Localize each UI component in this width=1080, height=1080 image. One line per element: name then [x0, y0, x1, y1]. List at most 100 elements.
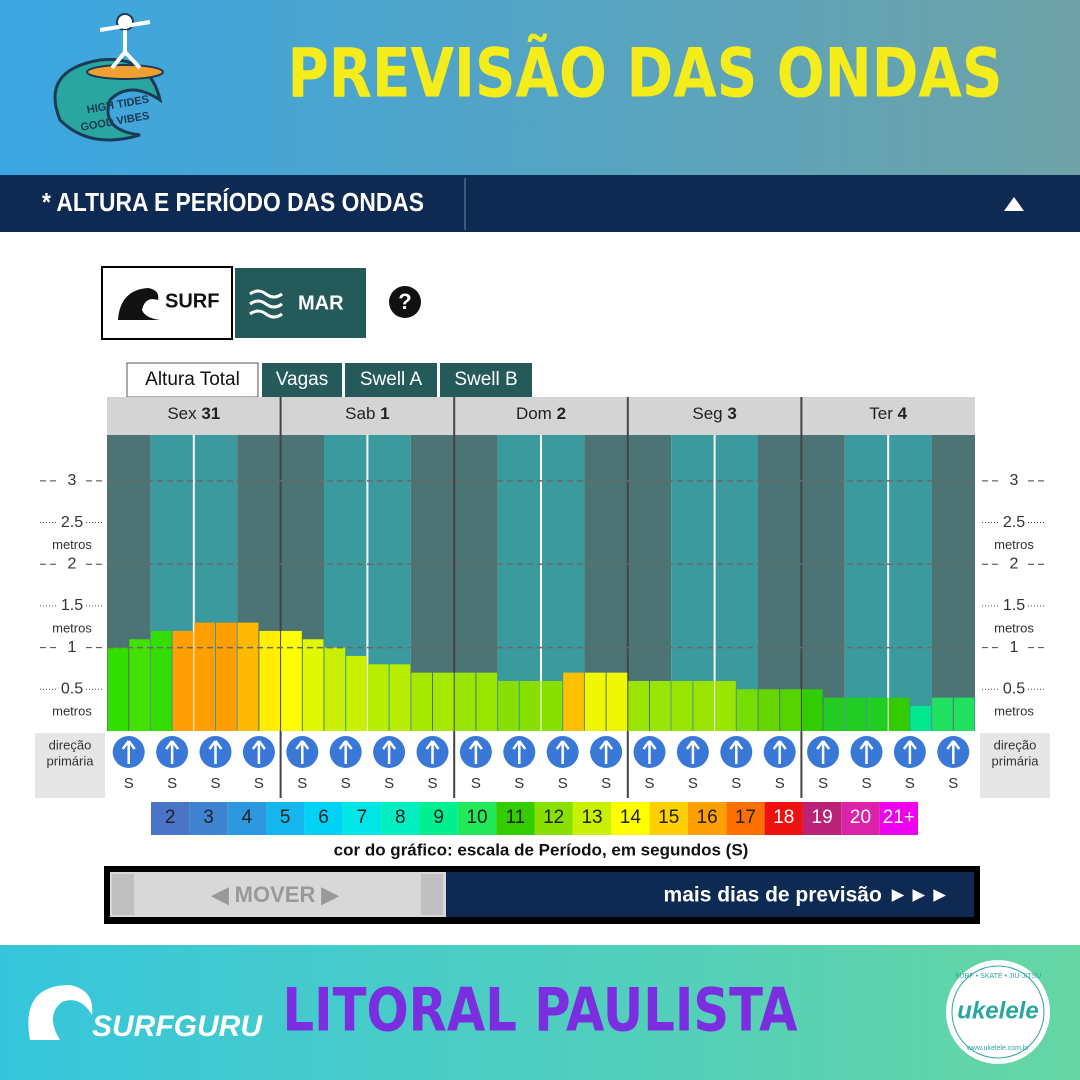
period-label: 13	[581, 807, 602, 828]
tab-bg	[126, 362, 259, 398]
y-tick-label: 2.5	[61, 514, 83, 531]
direction-value: S	[644, 775, 654, 792]
footer-title: LITORAL PAULISTA	[283, 976, 798, 1046]
bar	[519, 680, 541, 731]
period-swatch	[304, 802, 343, 835]
direction-value: S	[167, 775, 177, 792]
period-swatch	[687, 802, 727, 835]
button-label: SURF	[165, 290, 219, 312]
direction-arrow	[295, 740, 310, 764]
tab[interactable]: Swell A	[345, 363, 437, 397]
period-swatch	[841, 802, 880, 835]
period-label: 8	[395, 807, 406, 828]
grip	[112, 874, 134, 915]
direction-label: direção	[994, 737, 1037, 752]
move-button[interactable]	[110, 872, 446, 917]
tabs: Altura Total Vagas Swell A Swell B	[126, 362, 532, 398]
period-label: 11	[505, 807, 525, 828]
bar	[324, 647, 346, 731]
direction-value: S	[818, 775, 828, 792]
bar	[736, 689, 758, 731]
direction-arrow	[251, 740, 266, 764]
direction-arrow	[338, 740, 353, 764]
period-swatch	[611, 802, 650, 835]
y-unit-label: metros	[52, 704, 92, 719]
bar	[129, 639, 150, 731]
bar	[715, 680, 736, 731]
help-button[interactable]: ?	[389, 286, 421, 318]
bar	[845, 697, 866, 731]
direction-value: S	[471, 775, 481, 792]
tab-label: Swell B	[454, 369, 517, 390]
bar	[541, 680, 563, 731]
period-swatch	[189, 802, 228, 835]
day-label: Dom 2	[516, 404, 566, 423]
bar	[259, 630, 281, 731]
bar	[628, 680, 649, 731]
bar	[780, 689, 801, 731]
more-days-button[interactable]	[446, 872, 974, 917]
tab[interactable]: Swell B	[440, 363, 532, 397]
header-bg	[0, 0, 1080, 175]
mar-button[interactable]: MAR	[235, 268, 366, 338]
period-swatch	[572, 802, 612, 835]
direction-value: S	[601, 775, 611, 792]
direction-value: S	[427, 775, 437, 792]
y-unit-label: metros	[994, 537, 1034, 552]
direction-value: S	[731, 775, 741, 792]
direction-value: S	[905, 775, 915, 792]
bar	[150, 630, 172, 731]
day-name: Seg	[692, 404, 722, 423]
y-tick-label: 0.5	[1003, 681, 1025, 698]
y-tick-label: 2	[1010, 555, 1019, 572]
bar	[346, 655, 367, 731]
nav-bar: ◀ MOVER ▶ mais dias de previsão ►►►	[104, 866, 980, 924]
direction-label-bg	[980, 733, 1050, 798]
bar	[867, 697, 888, 731]
direction-arrow	[642, 740, 657, 764]
bar	[801, 689, 823, 731]
bar	[584, 672, 606, 731]
period-label: 3	[203, 807, 214, 828]
direction-label: primária	[47, 753, 95, 768]
collapse-toggle[interactable]	[1004, 197, 1024, 211]
day-label: Ter 4	[869, 404, 907, 423]
direction-value: S	[948, 775, 958, 792]
chart: Sex 31 Sab 1 Dom 2 Seg 3 Ter 40.5metros0.5me…	[35, 397, 1050, 859]
bar	[932, 697, 953, 731]
tab[interactable]: Vagas	[262, 363, 342, 397]
direction-arrow	[208, 740, 223, 764]
day-date: 31	[201, 404, 220, 423]
period-label: 10	[466, 807, 487, 828]
direction-value: S	[297, 775, 307, 792]
night	[758, 435, 802, 731]
direction-arrow	[772, 740, 787, 764]
caption: cor do gráfico: escala de Período, em se…	[334, 840, 749, 859]
bar	[237, 622, 259, 731]
day-date: 3	[727, 404, 736, 423]
period-label: 7	[357, 807, 368, 828]
day-date: 2	[557, 404, 566, 423]
direction-arrow	[512, 740, 527, 764]
page-title: PREVISÃO DAS ONDAS	[288, 34, 1003, 114]
bar	[411, 672, 432, 731]
direction-value: S	[254, 775, 264, 792]
direction-arrow	[555, 740, 570, 764]
day-name: Sex	[167, 404, 197, 423]
bar	[172, 630, 194, 731]
more-days-label: mais dias de previsão ►►►	[664, 884, 950, 907]
bar	[953, 697, 975, 731]
period-swatch	[802, 802, 842, 835]
direction-label: direção	[49, 737, 92, 752]
period-swatch	[764, 802, 803, 835]
day-header	[107, 397, 281, 435]
period-label: 18	[773, 807, 794, 828]
surfguru-logo: SURFGURU	[28, 985, 263, 1043]
day-label: Seg 3	[692, 404, 736, 423]
day-header	[801, 397, 975, 435]
surf-button[interactable]: SURF	[101, 266, 233, 340]
bar	[389, 664, 411, 731]
brand: SURFGURU	[92, 1010, 263, 1043]
bar	[281, 630, 302, 731]
tab[interactable]: Altura Total	[126, 362, 259, 398]
